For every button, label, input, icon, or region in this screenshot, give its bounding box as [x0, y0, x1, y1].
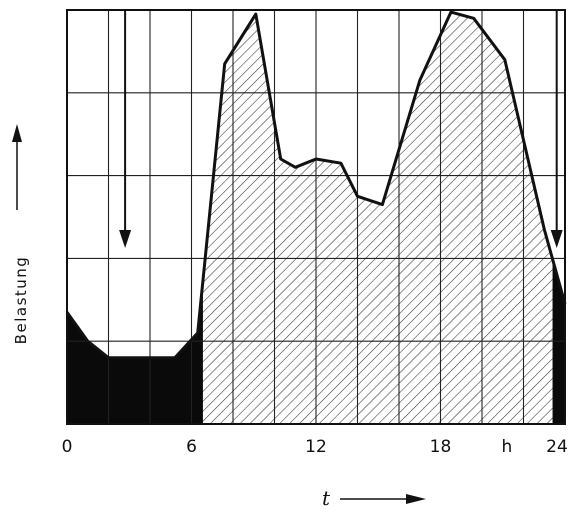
x-axis-arrow-head [406, 494, 426, 504]
x-tick-label: 0 [62, 437, 73, 457]
down-arrow-head-1 [119, 230, 132, 249]
x-tick-label: 6 [186, 437, 197, 457]
plot-frame [66, 9, 566, 425]
load-curve-line [65, 10, 567, 360]
y-axis-arrow-head [12, 124, 22, 142]
x-tick-label: 18 [430, 437, 452, 457]
x-tick-label: 12 [305, 437, 327, 457]
valley-fill-2 [552, 248, 565, 424]
x-axis-label: t [322, 486, 331, 510]
valley-fill-1 [67, 248, 203, 424]
y-axis-label: Belastung [12, 256, 30, 345]
x-unit-label: h [502, 437, 513, 457]
down-arrow-head-2 [550, 230, 563, 249]
x-tick-label: 24 [546, 437, 568, 457]
